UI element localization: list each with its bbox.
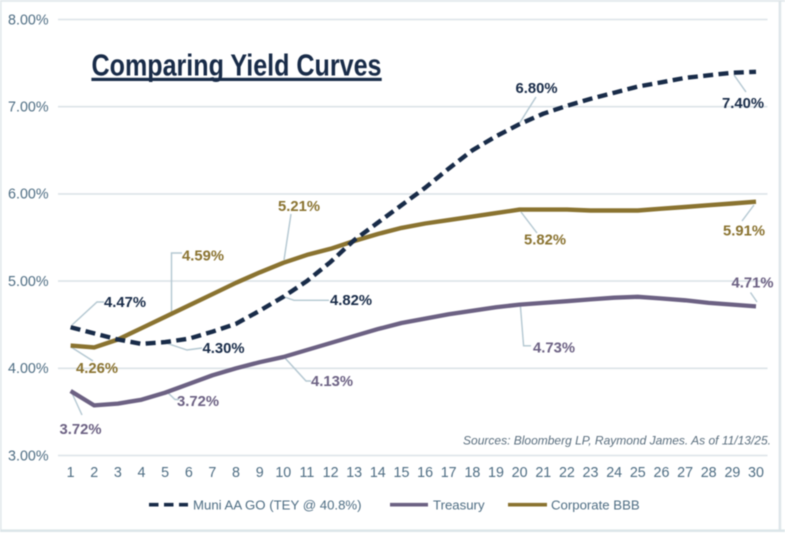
- svg-text:17: 17: [441, 465, 457, 481]
- svg-text:3.72%: 3.72%: [60, 422, 102, 438]
- svg-text:Treasury: Treasury: [433, 497, 485, 512]
- svg-text:21: 21: [535, 465, 551, 481]
- svg-text:8: 8: [232, 465, 240, 481]
- svg-text:5.21%: 5.21%: [278, 199, 320, 215]
- svg-text:1: 1: [67, 465, 75, 481]
- svg-text:4.26%: 4.26%: [76, 361, 118, 377]
- svg-text:4.71%: 4.71%: [732, 276, 774, 292]
- svg-text:10: 10: [275, 465, 291, 481]
- svg-text:8.00%: 8.00%: [8, 12, 49, 28]
- svg-text:29: 29: [724, 465, 740, 481]
- svg-text:24: 24: [606, 465, 622, 481]
- svg-text:9: 9: [256, 465, 264, 481]
- svg-text:19: 19: [488, 465, 504, 481]
- svg-text:15: 15: [394, 465, 410, 481]
- svg-text:18: 18: [464, 465, 480, 481]
- svg-text:13: 13: [346, 465, 362, 481]
- svg-text:5.82%: 5.82%: [524, 233, 566, 249]
- svg-text:14: 14: [370, 465, 386, 481]
- svg-text:2: 2: [90, 465, 98, 481]
- svg-text:Corporate BBB: Corporate BBB: [551, 497, 640, 512]
- svg-text:4.59%: 4.59%: [182, 249, 224, 265]
- svg-text:5.91%: 5.91%: [723, 224, 765, 240]
- svg-text:3: 3: [114, 465, 122, 481]
- svg-text:6.00%: 6.00%: [8, 187, 49, 203]
- svg-text:Comparing Yield Curves: Comparing Yield Curves: [92, 48, 382, 83]
- svg-text:7.40%: 7.40%: [722, 96, 764, 112]
- svg-text:27: 27: [677, 465, 693, 481]
- svg-text:4.47%: 4.47%: [104, 295, 146, 311]
- svg-text:23: 23: [583, 465, 599, 481]
- svg-text:Sources: Bloomberg LP, Raymond: Sources: Bloomberg LP, Raymond James. As…: [463, 434, 771, 448]
- svg-text:4.13%: 4.13%: [311, 374, 353, 390]
- svg-text:5: 5: [161, 465, 169, 481]
- svg-text:4.73%: 4.73%: [533, 341, 575, 357]
- svg-text:7: 7: [208, 465, 216, 481]
- svg-text:4: 4: [138, 465, 146, 481]
- svg-text:3.00%: 3.00%: [8, 448, 49, 464]
- svg-text:4.30%: 4.30%: [203, 341, 245, 357]
- svg-text:4.82%: 4.82%: [330, 293, 372, 309]
- svg-text:4.00%: 4.00%: [8, 361, 49, 377]
- svg-text:12: 12: [323, 465, 339, 481]
- svg-text:20: 20: [512, 465, 528, 481]
- svg-text:3.72%: 3.72%: [177, 394, 219, 410]
- svg-text:7.00%: 7.00%: [8, 100, 49, 116]
- svg-text:5.00%: 5.00%: [8, 274, 49, 290]
- svg-text:22: 22: [559, 465, 575, 481]
- svg-text:Muni AA GO (TEY @ 40.8%): Muni AA GO (TEY @ 40.8%): [193, 497, 362, 512]
- svg-text:6: 6: [185, 465, 193, 481]
- svg-text:11: 11: [299, 465, 314, 481]
- svg-text:28: 28: [701, 465, 717, 481]
- svg-text:25: 25: [630, 465, 646, 481]
- svg-text:26: 26: [654, 465, 670, 481]
- svg-text:6.80%: 6.80%: [516, 81, 558, 97]
- svg-text:16: 16: [417, 465, 433, 481]
- svg-text:30: 30: [748, 465, 764, 481]
